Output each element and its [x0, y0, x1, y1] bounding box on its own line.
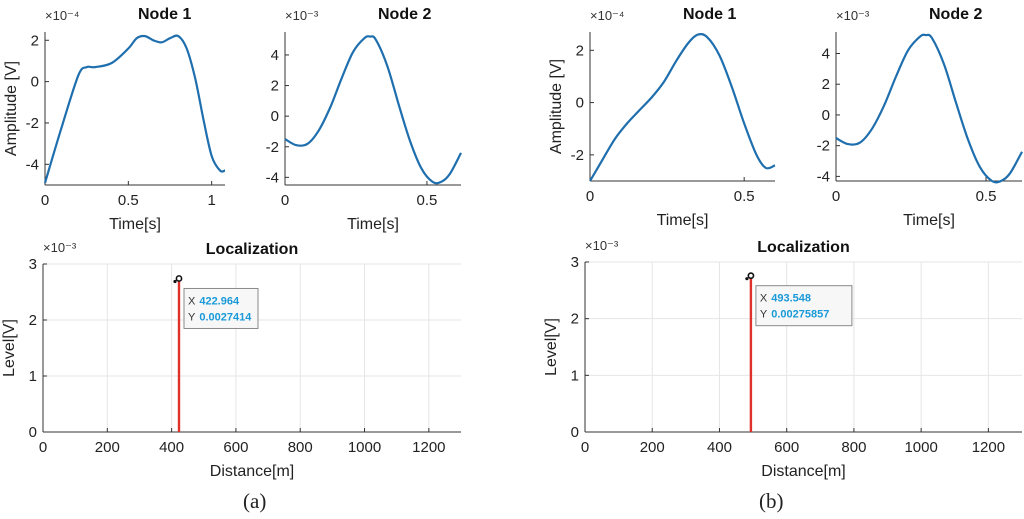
- x-tick-label: 600: [774, 439, 799, 456]
- chart-title: Node 1: [138, 6, 191, 23]
- y-tick-label: 1: [571, 367, 579, 384]
- y-tick-label: -4: [266, 169, 279, 186]
- datatip-x: X 422.964: [188, 295, 240, 307]
- axis-exponent: ×10⁻³: [585, 238, 619, 253]
- datatip-x-label: X: [760, 293, 768, 305]
- x-axis-label: Time[s]: [903, 212, 955, 229]
- y-tick-label: 2: [576, 42, 584, 59]
- chart-title: Node 2: [378, 6, 431, 23]
- x-tick-label: 800: [288, 439, 313, 456]
- x-tick-label: 0: [281, 192, 289, 209]
- datatip-y-label: Y: [760, 309, 768, 321]
- y-tick-label: 2: [29, 312, 37, 329]
- y-tick-label: -2: [266, 139, 279, 156]
- y-tick-label: -4: [26, 156, 39, 173]
- datatip-box[interactable]: [183, 287, 259, 329]
- axis-exponent: ×10⁻³: [285, 8, 319, 23]
- panel-label-a: (a): [243, 489, 267, 513]
- y-tick-label: 1: [29, 368, 37, 385]
- y-tick-label: 3: [571, 254, 579, 271]
- signal-line: [589, 33, 776, 182]
- y-tick-label: 2: [822, 76, 830, 93]
- y-tick-label: 0: [822, 107, 830, 124]
- y-tick-label: 4: [271, 47, 279, 64]
- chart-title: Node 1: [683, 6, 736, 23]
- y-tick-label: 0: [571, 424, 579, 441]
- x-axis-label: Time[s]: [109, 216, 161, 233]
- x-tick-label: 400: [159, 439, 184, 456]
- x-axis-label: Distance[m]: [761, 463, 845, 480]
- datatip-x-value: 422.964: [199, 295, 240, 307]
- signal-line: [284, 35, 462, 185]
- x-tick-label: 0: [39, 439, 47, 456]
- x-axis-label: Time[s]: [347, 216, 399, 233]
- x-tick-label: 0: [832, 188, 840, 205]
- datatip-anchor: [745, 277, 749, 281]
- x-tick-label: 1000: [904, 439, 937, 456]
- chart-title: Localization: [206, 241, 298, 258]
- x-tick-label: 0.5: [118, 192, 139, 209]
- axis-exponent: ×10⁻³: [43, 240, 77, 255]
- y-axis-label: Amplitude [V]: [3, 61, 20, 156]
- x-tick-label: 200: [95, 439, 120, 456]
- x-tick-label: 200: [640, 439, 665, 456]
- axis-exponent: ×10⁻⁴: [590, 8, 625, 23]
- chart-title: Localization: [757, 239, 849, 256]
- y-tick-label: 3: [29, 256, 37, 273]
- x-tick-label: 0.5: [417, 192, 438, 209]
- chart-title: Node 2: [929, 6, 982, 23]
- x-tick-label: 400: [707, 439, 732, 456]
- stem-marker: [175, 275, 183, 282]
- y-tick-label: 2: [31, 32, 39, 49]
- y-tick-label: 4: [822, 46, 830, 63]
- datatip-y-value: 0.0027414: [199, 311, 252, 323]
- datatip-y: Y 0.00275857: [760, 309, 829, 321]
- stem-marker: [747, 272, 755, 280]
- datatip-box[interactable]: [755, 285, 853, 327]
- datatip-x-label: X: [188, 295, 196, 307]
- signal-line: [835, 33, 1023, 184]
- y-tick-label: 0: [31, 74, 39, 91]
- y-tick-label: -2: [817, 138, 830, 155]
- x-tick-label: 0.5: [734, 188, 755, 205]
- x-tick-label: 0.5: [976, 188, 997, 205]
- y-tick-label: -4: [817, 168, 830, 185]
- y-tick-label: -2: [571, 147, 584, 164]
- x-tick-label: 800: [841, 439, 866, 456]
- y-tick-label: 2: [571, 311, 579, 328]
- datatip-y-value: 0.00275857: [771, 309, 829, 321]
- y-axis-label: Level[V]: [1, 319, 18, 377]
- panel-label-b: (b): [759, 489, 784, 513]
- x-tick-label: 600: [223, 439, 248, 456]
- x-tick-label: 1200: [412, 439, 445, 456]
- x-tick-label: 0: [581, 439, 589, 456]
- datatip-x-value: 493.548: [771, 293, 811, 305]
- y-tick-label: 0: [576, 95, 584, 112]
- x-tick-label: 1200: [972, 439, 1005, 456]
- y-tick-label: -2: [26, 115, 39, 132]
- y-tick-label: 0: [271, 108, 279, 125]
- x-axis-label: Time[s]: [657, 212, 709, 229]
- x-tick-label: 0: [586, 188, 594, 205]
- y-tick-label: 2: [271, 78, 279, 95]
- axis-exponent: ×10⁻³: [836, 8, 870, 23]
- x-axis-label: Distance[m]: [210, 463, 294, 480]
- x-tick-label: 0: [41, 192, 49, 209]
- y-tick-label: 0: [29, 424, 37, 441]
- datatip-anchor: [173, 279, 177, 284]
- y-axis-label: Level[V]: [543, 318, 560, 376]
- x-tick-label: 1: [207, 192, 215, 209]
- y-axis-label: Amplitude [V]: [548, 59, 565, 154]
- axis-exponent: ×10⁻⁴: [45, 8, 80, 23]
- datatip-x: X 493.548: [760, 293, 811, 305]
- datatip-y-label: Y: [188, 311, 196, 323]
- signal-line: [43, 34, 226, 184]
- datatip-y: Y 0.0027414: [188, 311, 252, 323]
- x-tick-label: 1000: [348, 439, 381, 456]
